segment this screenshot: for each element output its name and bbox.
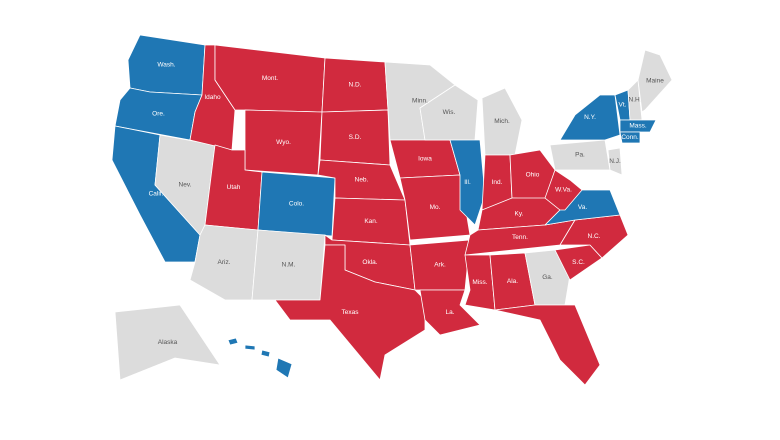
state-shape xyxy=(619,119,657,133)
state-label: Calif. xyxy=(149,191,164,198)
state: Wyo. xyxy=(244,109,323,176)
state-shape xyxy=(449,139,486,226)
state-label: Ore. xyxy=(152,111,165,118)
state-label: Mo. xyxy=(430,204,441,211)
state: Kan. xyxy=(331,197,411,246)
state-shape xyxy=(481,87,523,156)
state: Texas xyxy=(274,244,426,381)
state-label: Okla. xyxy=(362,259,377,266)
state-label: N.D. xyxy=(349,82,362,89)
state-shape xyxy=(464,254,496,311)
state-label: Texas xyxy=(342,309,360,316)
state-label: Conn. xyxy=(621,134,639,141)
state: Alaska xyxy=(114,304,221,381)
state-label: Iowa xyxy=(418,156,432,163)
state: Hawaii xyxy=(227,331,293,379)
state-label: Hawaii xyxy=(250,331,270,338)
state: Ill. xyxy=(449,139,486,226)
state-label: Alaska xyxy=(158,339,178,346)
state-shape xyxy=(227,337,293,379)
state-label: Maine xyxy=(646,78,664,85)
state-label: N.J. xyxy=(609,158,621,165)
state: Mich. xyxy=(481,87,523,156)
state: Mont. xyxy=(214,44,326,113)
state: Ark. xyxy=(409,239,471,291)
state-shape xyxy=(524,249,571,306)
state: Fla. xyxy=(494,304,601,386)
state: Mo. xyxy=(399,174,471,241)
state-shape xyxy=(637,49,673,113)
state-label: N.C. xyxy=(588,233,601,240)
state-label: Mass. xyxy=(629,123,647,130)
state: S.D. xyxy=(319,109,391,166)
state-label: Ga. xyxy=(542,274,553,281)
state: Conn. xyxy=(619,131,641,144)
state-label: N.M. xyxy=(282,262,296,269)
state-label: Ala. xyxy=(507,278,518,285)
state: Pa. xyxy=(549,139,611,171)
state-label: La. xyxy=(445,309,454,316)
state-label: Kan. xyxy=(364,218,378,225)
state-label: Fla. xyxy=(542,342,553,349)
state-shape xyxy=(619,131,641,144)
state-label: Miss. xyxy=(472,279,487,286)
state-shape xyxy=(419,289,481,336)
state-label: Ariz. xyxy=(218,259,231,266)
state-label: W.Va. xyxy=(555,187,572,194)
state: Ariz. xyxy=(189,224,259,301)
state-label: Wash. xyxy=(157,62,175,69)
state: La. xyxy=(419,289,481,336)
state-label: Vt. xyxy=(619,102,627,109)
state-label: Ill. xyxy=(464,179,471,186)
state-label: Pa. xyxy=(575,152,585,159)
state-label: Neb. xyxy=(355,177,369,184)
state-label: Idaho xyxy=(204,94,221,101)
state-shape xyxy=(399,174,471,241)
state: Miss. xyxy=(464,254,496,311)
state: Ga. xyxy=(524,249,571,306)
state-label: Mich. xyxy=(494,118,510,125)
state: Maine xyxy=(637,49,673,113)
state-label: Ark. xyxy=(434,262,446,269)
state: Wash. xyxy=(127,34,206,96)
state-label: Wis. xyxy=(443,109,456,116)
state: N.M. xyxy=(251,229,326,301)
state: N.Y. xyxy=(559,94,621,141)
state-label: Mont. xyxy=(262,75,278,82)
state-label: Va. xyxy=(578,204,587,211)
state: Colo. xyxy=(257,171,336,237)
state: N.D. xyxy=(321,57,389,113)
state: Mass. xyxy=(619,119,657,133)
state: N.J. xyxy=(607,147,623,176)
state-label: Wyo. xyxy=(276,139,291,146)
state-label: N.H. xyxy=(629,97,642,104)
state-label: S.C. xyxy=(572,259,585,266)
state-label: Minn. xyxy=(412,98,428,105)
state-label: N.Y. xyxy=(584,114,596,121)
state-label: Ohio xyxy=(526,172,540,179)
state-label: Utah xyxy=(227,184,241,191)
state-label: Ky. xyxy=(515,211,524,218)
state-label: Ind. xyxy=(492,179,503,186)
state-shape xyxy=(274,244,426,381)
state-shape xyxy=(494,304,601,386)
state-label: Nev. xyxy=(179,182,192,189)
state-label: Tenn. xyxy=(512,234,528,241)
state: Iowa xyxy=(389,139,461,179)
state-shape xyxy=(607,147,623,176)
state-label: Colo. xyxy=(289,201,304,208)
state-label: S.D. xyxy=(349,134,362,141)
state-shape xyxy=(114,304,221,381)
